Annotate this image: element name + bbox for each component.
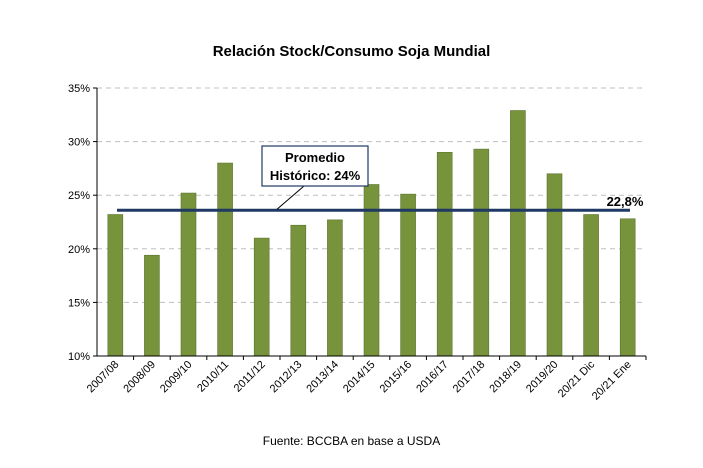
x-tick-label: 2011/12 [232,359,268,395]
x-tick-label: 2019/20 [524,359,561,396]
x-tick-label: 2007/08 [85,359,122,396]
bar [510,110,526,357]
y-axis-ticks: 10% 15% 20% 25% 30% 35% [68,83,97,363]
x-tick-label: 2009/10 [158,359,195,396]
annotation-box [261,145,369,187]
annotation-line-2: Histórico: 24% [270,168,361,183]
x-tick-label: 2008/09 [121,359,158,396]
axes [96,88,646,357]
bar [473,148,490,357]
bar [436,152,453,357]
bar [327,219,343,357]
annotation-pointer [276,185,305,210]
y-tick-label: 30% [68,137,90,149]
x-tick-label: 2012/13 [268,359,305,396]
y-tick-label: 35% [68,83,90,95]
x-tick-label: 20/21 Ene [590,359,634,403]
bars [107,110,636,357]
y-tick-label: 10% [68,351,90,363]
bar [253,237,270,357]
annotation-line-1: Promedio [285,150,345,165]
source-note: Fuente: BCCBA en base a USDA [262,434,441,448]
chart-title: Relación Stock/Consumo Soja Mundial [212,43,491,60]
bar [290,224,307,357]
x-tick-label: 2017/18 [451,359,488,396]
x-tick-label: 2018/19 [487,359,524,396]
x-tick-label: 2014/15 [341,359,378,396]
y-tick-label: 25% [68,190,90,202]
x-tick-label: 2015/16 [378,359,415,396]
x-tick-label: 2016/17 [414,359,451,396]
bar [546,173,563,357]
x-tick-label: 2010/11 [195,359,231,395]
bar [583,214,599,357]
x-tick-label: 2013/14 [304,359,341,396]
last-value-label: 22,8% [607,194,644,209]
bar [144,254,160,357]
bar [619,218,636,357]
bar [180,192,197,357]
bar [217,162,233,357]
y-tick-label: 15% [68,297,90,309]
y-tick-label: 20% [68,244,90,256]
average-overlay: Promedio Histórico: 24% 22,8% [117,145,644,212]
x-axis-labels: 2007/08 2008/09 2009/10 2010/11 2011/12 2012/… [85,356,647,403]
bar [400,193,416,357]
bar [107,214,124,357]
